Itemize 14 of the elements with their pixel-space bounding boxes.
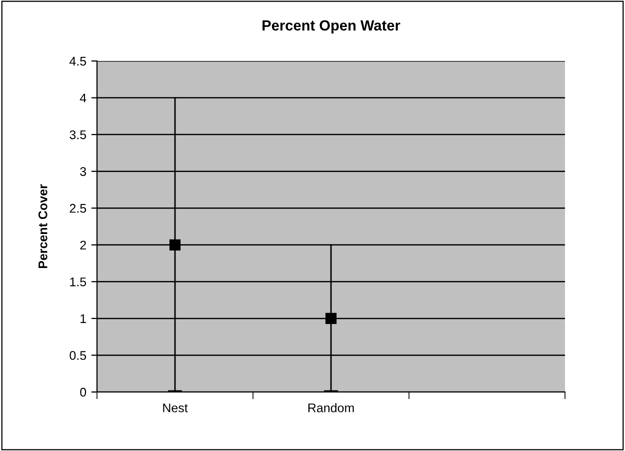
y-tick-label: 2 [80,240,86,250]
y-tick-label: 0.5 [70,351,86,360]
y-axis-title: Percent Cover [38,184,48,268]
y-tick-label: 4 [80,94,86,102]
y-tick-label: 4.5 [69,56,86,66]
x-tick-label: Nest [163,404,188,412]
y-tick-label: 0 [80,388,86,397]
y-tick-label: 1.5 [70,278,86,286]
y-tick-label: 2.5 [70,204,86,213]
x-tick-label: Random [308,403,354,412]
chart-title: Percent Open Water [262,20,400,34]
y-tick-label: 1 [80,314,86,323]
y-tick-label: 3 [80,167,86,176]
y-tick-label: 3.5 [70,130,86,140]
